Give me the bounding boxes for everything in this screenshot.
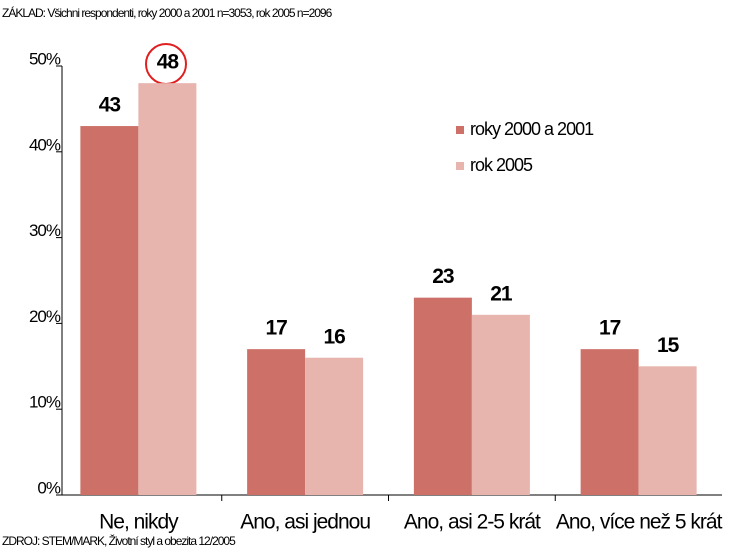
chart-subtitle: ZÁKLAD: Všichni respondenti, roky 2000 a… (2, 5, 333, 20)
bar (638, 366, 697, 495)
bar (80, 126, 139, 495)
value-label: 43 (99, 94, 121, 117)
y-tick-label: 30% (29, 221, 61, 240)
bar (305, 357, 364, 495)
legend-swatch (456, 126, 464, 134)
value-label: 23 (432, 265, 454, 288)
value-label: 16 (323, 325, 345, 348)
value-label: 17 (265, 317, 287, 340)
y-tick-label: 0% (37, 478, 60, 497)
legend-swatch (456, 162, 464, 170)
bar (247, 349, 306, 495)
y-tick-label: 10% (29, 393, 61, 412)
bar (138, 83, 197, 495)
y-tick-label: 40% (29, 135, 61, 154)
value-label: 17 (599, 317, 621, 340)
chart-source: ZDROJ: STEM/MARK, Životní styl a obezita… (2, 533, 236, 548)
y-tick-label: 50% (29, 49, 61, 68)
value-label: 48 (157, 51, 180, 74)
legend-label: roky 2000 a 2001 (470, 119, 594, 139)
bar (471, 314, 530, 495)
x-tick-label: Ano, asi 2-5 krát (404, 511, 541, 534)
legend-label: rok 2005 (470, 155, 533, 175)
x-tick-label: Ano, asi jednou (240, 511, 370, 534)
bar (413, 297, 472, 495)
x-tick-label: Ano, více než 5 krát (556, 511, 723, 534)
value-label: 21 (490, 282, 513, 305)
value-label: 15 (657, 334, 680, 357)
y-tick-label: 20% (29, 307, 61, 326)
x-tick-label: Ne, nikdy (99, 511, 179, 534)
bar (580, 349, 639, 495)
